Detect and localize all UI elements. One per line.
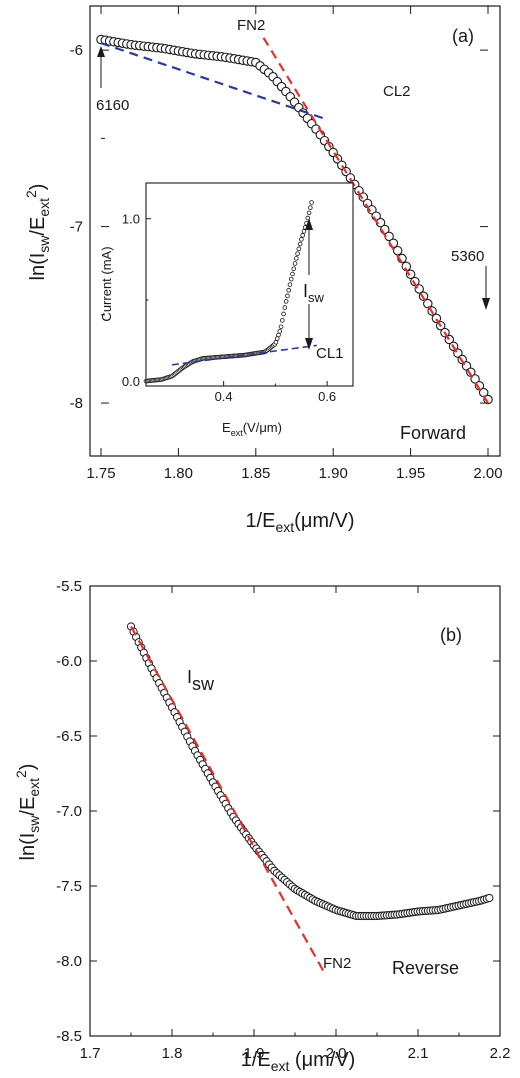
y-tick-label: -6.5: [56, 728, 82, 745]
panel-b-fn2-label: FN2: [323, 955, 351, 972]
panel-b-data-points: [126, 622, 494, 921]
x-tick-label: 1.95: [396, 465, 425, 482]
x-tick-label: 2.1: [408, 1045, 429, 1062]
x-tick-label: 2.2: [490, 1045, 511, 1062]
inset-chart: 0.4 0.6 0.0 1.0 Current (mA) Eext(V/μm) Isw…: [99, 182, 354, 438]
x-tick-label: 1.75: [86, 465, 115, 482]
panel-a-y-axis-title: ln(Isw/Eext2): [23, 184, 52, 281]
inset-y-axis-title: Current (mA): [99, 246, 114, 321]
data-point: [345, 173, 356, 183]
data-point: [280, 318, 285, 323]
x-tick-label: 0.6: [318, 389, 336, 404]
data-point: [392, 245, 403, 256]
panel-b-y-axis-title: ln(Isw/Eext2): [13, 764, 42, 861]
x-tick-label: 2.00: [473, 465, 502, 482]
y-tick-label: -5.5: [56, 578, 82, 595]
y-tick-label: -8.0: [56, 953, 82, 970]
panel-a-frame: [89, 5, 501, 457]
inset-arrow-down: [305, 304, 313, 350]
inset-cl1-label: CL1: [316, 345, 344, 362]
data-point: [294, 256, 299, 261]
x-tick-label: 1.8: [162, 1045, 183, 1062]
panel-a-fit-lines: [100, 37, 489, 404]
data-point: [485, 893, 494, 903]
y-tick-label: 0.0: [122, 374, 140, 389]
data-point: [291, 266, 297, 272]
data-point: [277, 329, 283, 334]
panel-b: 1.7 1.8 1.9 2.0 2.1 2.2 -5.5 -6.0 -6.5 -7.0 -7.5 -8…: [13, 578, 510, 1074]
data-point: [301, 229, 307, 234]
inset-isw-annotation: Isw: [303, 281, 325, 305]
panel-b-ticks: 1.7 1.8 1.9 2.0 2.1 2.2 -5.5 -6.0 -6.5 -7.0 -7.5 -8…: [56, 578, 510, 1062]
data-point: [287, 282, 293, 287]
data-point: [423, 298, 433, 309]
data-point: [309, 200, 314, 205]
data-point: [281, 311, 286, 317]
data-point: [299, 237, 304, 242]
panel-b-direction-label: Reverse: [392, 958, 459, 978]
fit-line-fn2: [262, 37, 489, 404]
x-tick-label: 1.90: [319, 465, 348, 482]
data-point: [283, 299, 289, 304]
x-tick-label: 1.9: [244, 1045, 265, 1062]
panel-b-label: (b): [440, 625, 462, 645]
fit-line-fn2: [130, 625, 325, 973]
data-point: [295, 251, 300, 256]
data-point: [288, 276, 294, 282]
x-tick-label: 1.85: [241, 465, 270, 482]
x-tick-label: 1.7: [80, 1045, 101, 1062]
panel-a-label: (a): [452, 26, 474, 46]
data-point: [367, 205, 377, 215]
inset-fit-lines: [171, 344, 317, 366]
y-tick-label: -7: [70, 219, 83, 236]
y-tick-label: 1.0: [122, 212, 140, 227]
panel-a-fn2-label: FN2: [237, 17, 265, 34]
panel-a: 1.75 1.80 1.85 1.90 1.95 2.00 -6 -7 -8 0.4 0.6 0.0…: [23, 5, 503, 535]
data-point: [300, 233, 305, 238]
data-point: [306, 210, 312, 216]
y-tick-label: -8: [70, 395, 83, 412]
data-point: [292, 261, 298, 266]
data-point: [290, 271, 295, 277]
panel-a-end-label: 5360: [451, 248, 484, 265]
panel-a-direction-label: Forward: [400, 423, 466, 443]
data-point: [285, 293, 290, 299]
y-tick-label: -6: [70, 42, 83, 59]
x-tick-label: 1.80: [164, 465, 193, 482]
svg-text:Isw: Isw: [303, 281, 325, 305]
panel-b-x-axis-title: 1/Eext (μm/V): [241, 1049, 356, 1074]
data-point: [286, 287, 291, 293]
panel-b-isw-label: Isw: [187, 667, 215, 694]
data-point: [278, 324, 284, 330]
y-tick-label: -7.5: [56, 878, 82, 895]
panel-a-x-axis-title: 1/Eext(μm/V): [245, 510, 354, 535]
panel-a-start-label: 6160: [96, 97, 129, 114]
x-tick-label: 0.4: [215, 389, 233, 404]
fit-line-cl1: [171, 344, 317, 366]
panel-b-fit-lines: [130, 625, 325, 973]
panel-a-cl2-label: CL2: [383, 83, 411, 100]
data-point: [308, 205, 313, 210]
y-tick-label: -8.5: [56, 1028, 82, 1045]
y-tick-label: -7.0: [56, 803, 82, 820]
fit-line-cl2: [100, 42, 326, 120]
panel-a-ticks: 1.75 1.80 1.85 1.90 1.95 2.00 -6 -7 -8: [70, 6, 503, 482]
panel-a-start-arrow: [97, 46, 105, 88]
y-tick-label: -6.0: [56, 653, 82, 670]
data-point: [282, 305, 288, 310]
x-tick-label: 2.0: [326, 1045, 347, 1062]
inset-x-axis-title: Eext(V/μm): [222, 420, 282, 438]
panel-a-end-arrow: [482, 266, 490, 310]
inset-arrow-up: [305, 218, 313, 275]
inset-ticks: 0.4 0.6 0.0 1.0: [122, 212, 336, 404]
data-point: [297, 241, 303, 247]
data-point: [296, 246, 302, 252]
